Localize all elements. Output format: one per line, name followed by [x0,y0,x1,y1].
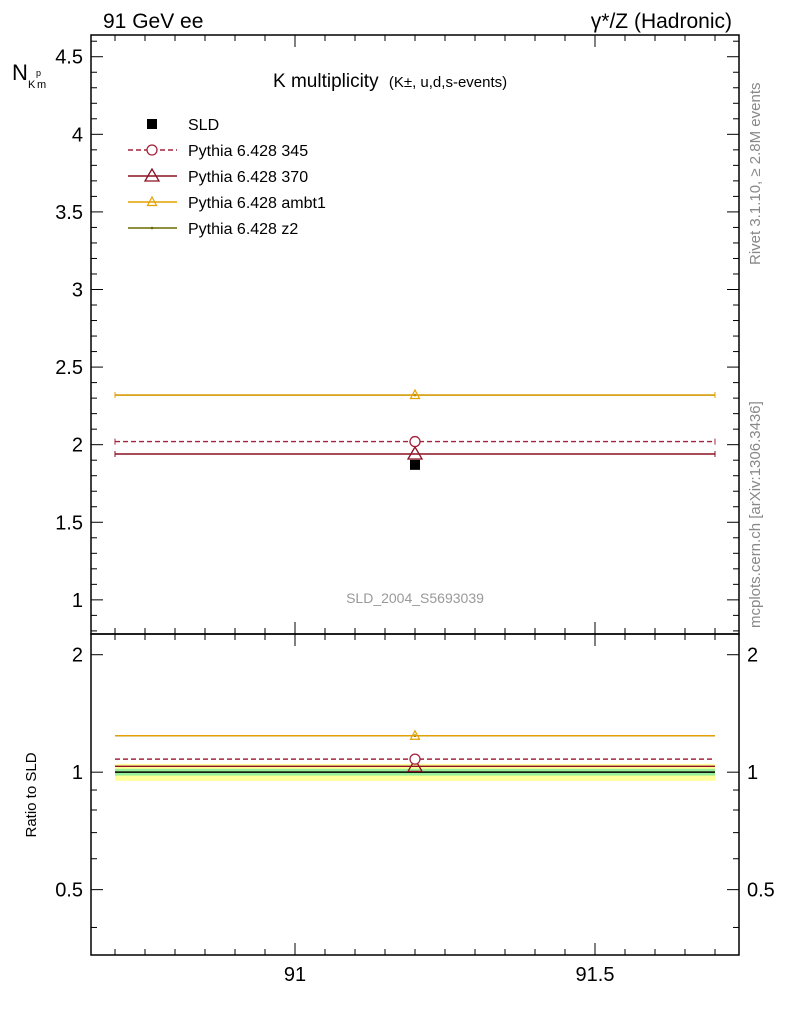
main-y-tick-label: 4.5 [55,47,83,69]
legend-label: Pythia 6.428 370 [188,169,308,186]
main-series [114,388,716,470]
main-y-tick-label: 3.5 [55,202,83,224]
legend-marker [150,226,154,230]
header-left: 91 GeV ee [103,10,203,33]
analysis-watermark: SLD_2004_S5693039 [346,590,484,606]
legend-label: Pythia 6.428 345 [188,143,308,160]
main-y-axis-label-sup: p [36,68,41,78]
main-y-axis-label-sub: K [28,79,36,91]
chart-title-main: K multiplicity [273,71,379,92]
ratio-y-axis-label: Ratio to SLD [23,752,40,837]
series-marker [410,459,420,470]
legend-marker [146,195,158,207]
ratio-series [115,729,715,773]
legend-marker [146,144,158,156]
legend-label: Pythia 6.428 ambt1 [188,195,326,212]
ratio-y-tick-label-right: 1 [747,762,758,784]
ratio-y-tick-label-right: 0.5 [747,880,775,902]
main-y-axis-label-n: N [12,60,28,85]
ratio-y-tick-label-right: 2 [747,645,758,667]
ratio-series-marker [409,753,421,765]
legend-marker [147,119,157,129]
main-y-tick-label: 2.5 [55,357,83,379]
legend-label: SLD [188,117,219,134]
ratio-series-marker [409,729,421,740]
ratio-series-marker [406,758,424,772]
legend: SLD Pythia 6.428 345 Pythia 6.428 370 Pythi… [128,117,326,238]
x-tick-label: 91 [284,964,306,986]
ratio-y-tick-label: 2 [72,645,83,667]
x-tick-label: 91.5 [576,964,615,986]
chart-title-sub: (K±, u,d,s-events) [389,74,507,91]
x-axis-ticks: 91 91.5 [114,35,716,986]
main-y-tick-label: 1.5 [55,512,83,534]
rivet-label: Rivet 3.1.10, ≥ 2.8M events [747,83,764,266]
series-marker [409,388,421,400]
series-marker [406,445,424,460]
header-right: γ*/Z (Hadronic) [591,10,732,33]
series-marker [409,435,421,448]
main-y-axis-label-m: m [37,79,46,91]
chart-title: K multiplicity (K±, u,d,s-events) [273,71,507,92]
ratio-y-tick-label: 1 [72,762,83,784]
main-y-tick-label: 1 [72,590,83,612]
legend-marker [143,167,161,182]
ratio-y-tick-label: 0.5 [55,880,83,902]
ratio-axis-ticks: 0.5 0.5 1 1 2 2 [55,645,775,928]
mcplots-label: mcplots.cern.ch [arXiv:1306.3436] [747,401,764,628]
legend-label: Pythia 6.428 z2 [188,221,298,238]
main-y-tick-label: 3 [72,279,83,301]
main-y-tick-label: 2 [72,435,83,457]
main-y-axis-label: N K p m [12,60,46,91]
ratio-panel-frame [90,633,740,956]
main-axis-ticks: 1 1.5 2 2.5 3 3.5 4 4.5 [55,40,739,632]
main-y-tick-label: 4 [72,124,83,146]
